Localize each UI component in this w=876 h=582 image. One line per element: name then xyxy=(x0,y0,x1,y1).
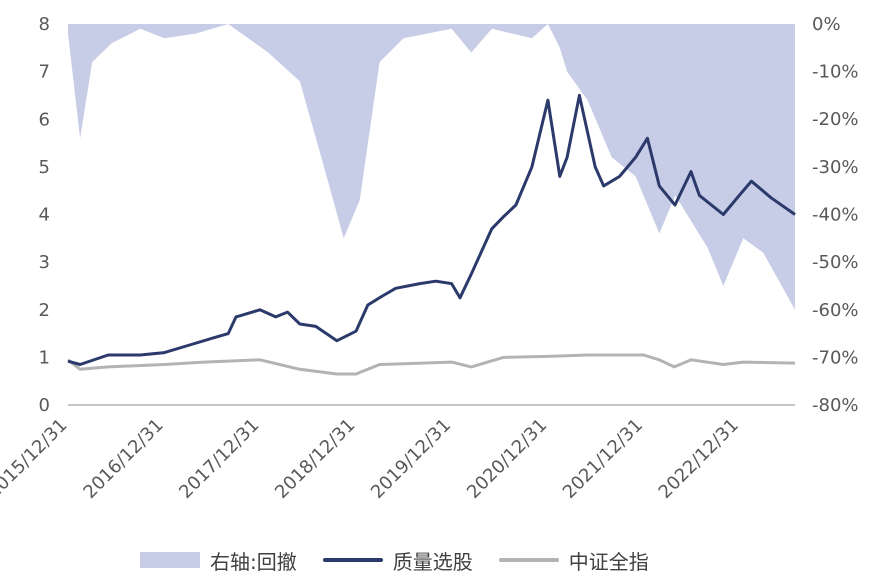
legend-label-index: 中证全指 xyxy=(568,549,649,574)
x-tick-label: 2017/12/31 xyxy=(175,415,263,503)
legend-item-index: 中证全指 xyxy=(498,546,649,575)
drawdown-area-layer xyxy=(68,24,795,310)
right-tick-label: -30% xyxy=(812,157,859,178)
right-tick-label: -10% xyxy=(812,62,859,83)
right-tick-label: -80% xyxy=(812,395,859,416)
series-index-line xyxy=(67,353,796,376)
left-tick-label: 0 xyxy=(39,395,50,416)
legend-swatch-index xyxy=(498,558,559,562)
line-layer xyxy=(67,93,796,376)
left-tick-label: 2 xyxy=(39,300,50,321)
left-axis-ticks: 0 1 2 3 4 5 6 7 8 xyxy=(39,14,50,416)
series-drawdown-area xyxy=(68,24,795,310)
left-tick-label: 4 xyxy=(39,205,50,226)
left-tick-label: 7 xyxy=(39,62,50,83)
legend-swatch-drawdown xyxy=(140,552,200,568)
left-tick-label: 6 xyxy=(39,109,50,130)
legend-swatch-quality xyxy=(322,558,383,562)
left-tick-label: 5 xyxy=(39,157,50,178)
right-tick-label: -40% xyxy=(812,205,859,226)
x-tick-label: 2020/12/31 xyxy=(463,415,551,503)
x-axis-ticks: 2015/12/31 2016/12/31 2017/12/31 2018/12/31… xyxy=(0,415,743,503)
left-tick-label: 1 xyxy=(39,347,50,368)
left-tick-label: 3 xyxy=(39,252,50,273)
x-tick-label: 2018/12/31 xyxy=(271,415,359,503)
x-tick-label: 2015/12/31 xyxy=(0,415,72,503)
series-quality-line xyxy=(67,93,796,366)
right-axis-ticks: 0% -10% -20% -30% -40% -50% -60% -70% -80% xyxy=(812,14,859,416)
x-tick-label: 2019/12/31 xyxy=(367,415,455,503)
x-tick-label: 2021/12/31 xyxy=(559,415,647,503)
legend: 右轴:回撤 质量选股 中证全指 xyxy=(140,545,800,575)
right-tick-label: -20% xyxy=(812,109,859,130)
legend-label-quality: 质量选股 xyxy=(392,549,473,574)
legend-item-quality: 质量选股 xyxy=(322,546,473,575)
right-tick-label: 0% xyxy=(812,14,841,35)
legend-label-drawdown: 右轴:回撤 xyxy=(210,549,297,574)
right-tick-label: -50% xyxy=(812,252,859,273)
x-tick-label: 2022/12/31 xyxy=(655,415,743,503)
legend-item-drawdown: 右轴:回撤 xyxy=(140,546,297,575)
x-tick-label: 2016/12/31 xyxy=(79,415,167,503)
left-tick-label: 8 xyxy=(39,14,50,35)
right-tick-label: -60% xyxy=(812,300,859,321)
right-tick-label: -70% xyxy=(812,347,859,368)
